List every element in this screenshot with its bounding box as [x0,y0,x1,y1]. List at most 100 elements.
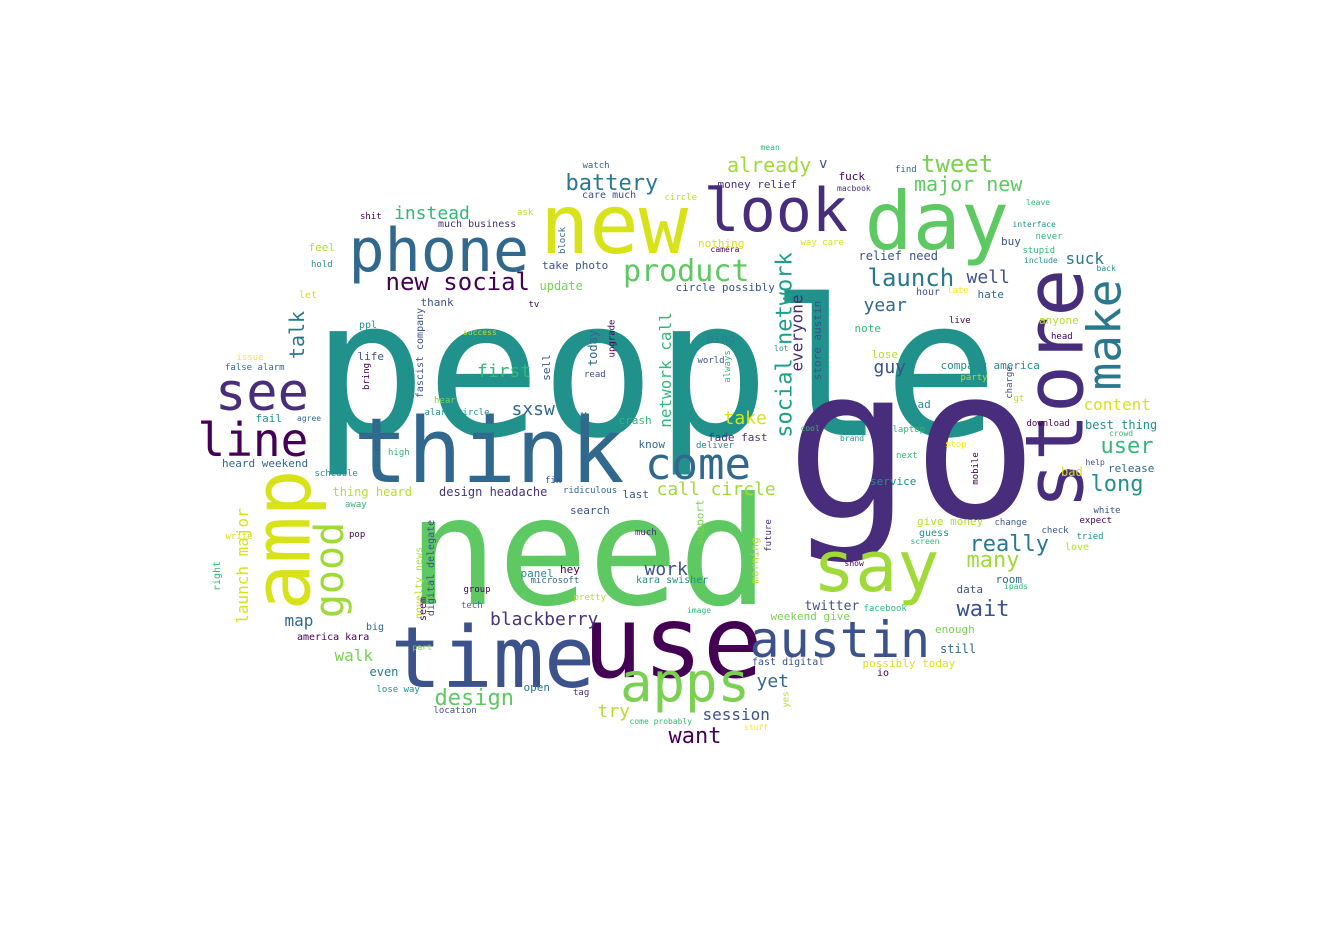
word-false-alarm: false alarm [225,362,285,373]
word-write: write [225,531,253,542]
word-fuck: fuck [838,169,866,183]
word-gt: gt [1013,393,1025,404]
word-pretty: pretty [573,592,607,603]
word-possibly-today: possibly today [862,656,956,670]
word-image: image [687,606,712,615]
word-long: long [1090,472,1144,497]
word-read: read [584,369,606,380]
word-buy: buy [1001,234,1021,248]
word-part: part [412,643,432,652]
word-come-probably: come probably [629,717,693,726]
word-twitter: twitter [804,598,860,614]
word-go: go [785,322,1039,567]
word-world: world [697,355,725,366]
word-work: work [644,559,688,580]
word-sell: sell [539,353,553,381]
word-screen: screen [910,537,940,546]
word-high: high [388,447,410,458]
word-service: service [870,474,917,488]
word-data: data [956,582,984,596]
word-today: today [586,329,601,367]
word-relief-need: relief need [858,249,938,263]
word-launch-major: launch major [232,508,252,624]
word-first: first [477,361,532,382]
word-lot: lot [774,344,789,353]
word-update: update [539,279,583,293]
word-charge: charge [1004,365,1015,399]
word-america-kara: america kara [297,632,370,643]
word-much-business: much business [438,219,517,230]
word-sxsw: sxsw [511,399,555,420]
word-fail: fail [255,411,283,425]
word-facebook: facebook [863,603,907,614]
word-blackberry: blackberry [490,609,599,630]
word-yet: yet [756,671,790,692]
word-much: much [635,527,657,538]
word-wait: wait [956,597,1010,622]
word-away: away [345,499,367,510]
word-money-relief: money relief [717,177,797,191]
word-content: content [1083,395,1151,414]
word-io: io [877,668,890,679]
word-take: take [723,408,767,429]
word-already: already [727,153,812,177]
word-feel: feel [308,240,336,254]
word-v: v [819,156,828,172]
word-austin: austin [749,611,931,669]
word-walk: walk [334,646,374,665]
word-lose-way: lose way [376,684,420,695]
word-upgrade: upgrade [607,319,618,357]
word-morning: morning [748,536,762,584]
word-late: late [947,285,969,296]
word-alarm-circle: alarm circle [424,407,490,418]
word-many: many [966,548,1020,573]
word-back: back [1096,264,1116,273]
word-store-austin: store austin [810,300,824,380]
word-hear: hear [434,395,456,406]
word-best-thing: best thing [1085,418,1158,432]
word-tech: tech [461,600,483,611]
word-thing-heard: thing heard [332,485,412,499]
word-interface: interface [1012,220,1056,229]
word-say: say [813,526,940,608]
word-run: run [369,450,383,470]
word-good: good [307,521,354,619]
word-always: always [722,349,733,383]
word-launch: launch [867,264,955,292]
word-party: party [960,372,988,383]
word-fade-fast: fade fast [708,430,768,444]
word-never: never [1035,231,1063,242]
word-still: still [940,642,977,656]
word-talk: talk [285,310,310,360]
word-mean: mean [760,143,780,152]
word-user: user [1100,434,1154,459]
word-success: success [463,328,497,337]
word-tv: tv [528,299,540,310]
word-download: download [1026,418,1070,429]
word-come: come [645,439,751,490]
word-microsoft: microsoft [530,575,580,586]
word-major-new: major new [914,172,1023,196]
word-map: map [284,611,314,630]
word-anyone: anyone [1039,313,1079,327]
word-next: next [896,450,918,461]
word-lose: lose [871,347,899,361]
word-know: know [638,437,666,451]
word-mobile: mobile [970,451,981,485]
word-tag: tag [573,687,590,698]
word-really: really [969,532,1049,557]
word-crash: crash [618,413,652,427]
word-camera: camera [710,245,740,254]
word-see: see [215,363,309,423]
word-help: help [1085,458,1105,467]
word-guess: guess [919,528,950,539]
word-instead: instead [394,203,470,224]
word-last: last [622,487,650,501]
word-stop: stop [945,439,967,450]
word-use: use [582,584,764,701]
word-seem: seem [418,596,430,622]
word-future: future [763,518,774,552]
word-way-care: way care [800,237,844,248]
